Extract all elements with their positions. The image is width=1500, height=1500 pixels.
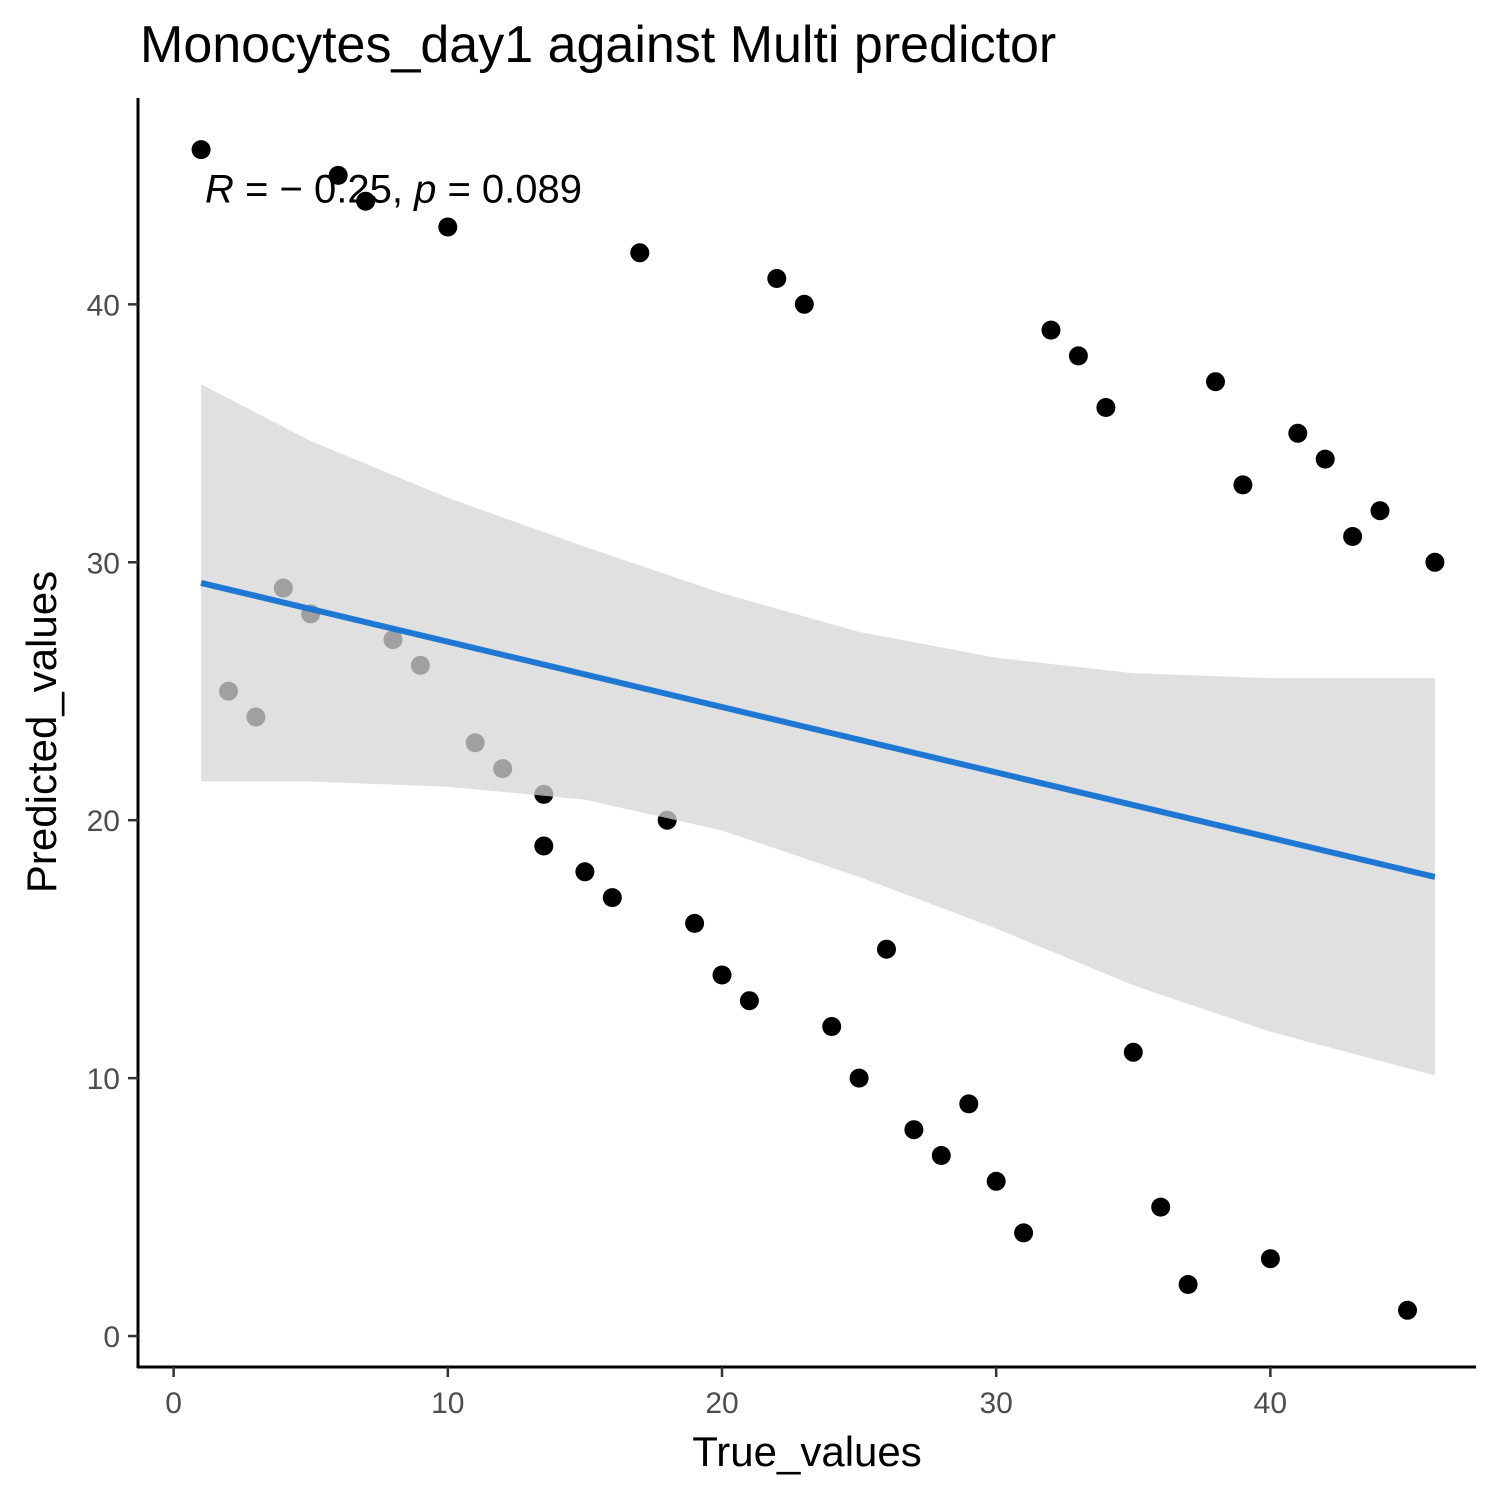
data-point [1343, 527, 1363, 546]
data-point [1315, 449, 1335, 469]
data-point [1178, 1275, 1198, 1294]
data-point [986, 1171, 1006, 1191]
r-symbol: R [205, 167, 234, 211]
data-point [1260, 1249, 1280, 1269]
x-tick-label: 0 [165, 1387, 182, 1420]
data-point [685, 913, 705, 933]
x-tick-label: 30 [979, 1387, 1012, 1420]
data-point [849, 1068, 869, 1088]
chart-title: Monocytes_day1 against Multi predictor [140, 16, 1056, 74]
data-point [1233, 475, 1253, 495]
data-point [1398, 1300, 1417, 1320]
x-tick-label: 10 [431, 1387, 464, 1420]
data-point [1068, 346, 1088, 366]
y-tick-label: 30 [87, 547, 120, 580]
x-axis-title: True_values [692, 1428, 922, 1475]
data-point [1096, 398, 1116, 417]
y-axis-title: Predicted_values [18, 571, 65, 893]
data-point [1123, 1042, 1143, 1062]
data-point [904, 1120, 924, 1140]
data-point [822, 1017, 842, 1036]
data-point [1151, 1197, 1171, 1217]
data-point [1041, 320, 1061, 340]
data-point [602, 888, 622, 908]
data-point [767, 269, 787, 288]
data-point [1288, 423, 1308, 443]
data-point [356, 191, 376, 211]
y-tick-label: 0 [103, 1321, 120, 1354]
y-axis-ticks: 0 10 20 30 40 [87, 289, 138, 1354]
y-tick-label: 10 [87, 1063, 120, 1096]
p-symbol: p [413, 167, 436, 211]
data-point [794, 294, 814, 314]
data-point [877, 939, 896, 959]
data-point [575, 862, 595, 882]
data-point [959, 1094, 979, 1114]
data-point [739, 991, 759, 1011]
data-point [1425, 552, 1445, 572]
data-point [931, 1146, 951, 1165]
data-point [1370, 501, 1390, 521]
regression-line [200, 579, 1436, 880]
data-point [630, 243, 650, 263]
data-point [534, 836, 554, 856]
x-axis-ticks: 0 10 20 30 40 [165, 1367, 1287, 1420]
data-point [191, 140, 211, 160]
correlation-annotation: R = − 0.25, p = 0.089 [205, 167, 582, 211]
data-point [712, 965, 732, 985]
p-value-text: = 0.089 [436, 167, 582, 211]
x-tick-label: 40 [1254, 1387, 1287, 1420]
plot-area [191, 140, 1445, 1320]
data-point [438, 217, 458, 237]
y-tick-label: 40 [87, 289, 120, 322]
data-point [1014, 1223, 1034, 1243]
data-point [328, 165, 348, 185]
x-tick-label: 20 [705, 1387, 738, 1420]
data-point [1206, 372, 1225, 392]
y-tick-label: 20 [87, 805, 120, 838]
r-value-text: = − 0.25, [234, 167, 414, 211]
